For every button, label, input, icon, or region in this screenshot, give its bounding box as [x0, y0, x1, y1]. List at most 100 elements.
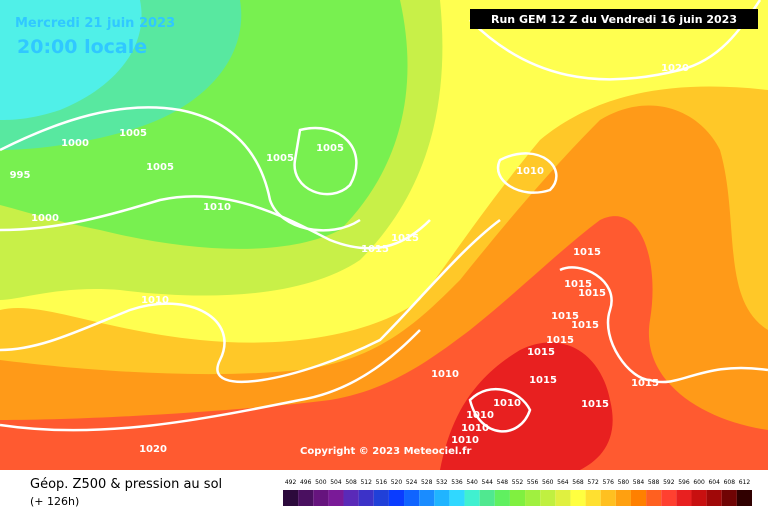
- legend-swatch: [540, 490, 556, 506]
- isobar: [496, 152, 558, 194]
- legend-swatch: [509, 490, 526, 506]
- isobar-label: 1015: [571, 320, 599, 331]
- legend-swatch: [328, 490, 344, 506]
- footer-lead: (+ 126h): [30, 495, 79, 508]
- legend-swatch: [615, 490, 631, 506]
- legend-swatch: [706, 490, 722, 506]
- legend-label: 592: [663, 479, 675, 486]
- isobar-label: 1015: [564, 279, 592, 290]
- isobar-label: 1005: [119, 128, 147, 139]
- legend-label: 572: [587, 479, 599, 486]
- legend-swatch: [525, 490, 541, 506]
- isobar-label: 1015: [527, 347, 555, 358]
- legend-swatch: [691, 490, 707, 506]
- isobar-label: 1015: [551, 311, 579, 322]
- isobar-label: 1015: [573, 247, 601, 258]
- copyright: Copyright © 2023 Meteociel.fr: [300, 446, 471, 457]
- legend-swatch: [570, 490, 586, 506]
- legend-swatch: [343, 490, 359, 506]
- legend-label: 536: [451, 479, 463, 486]
- legend-label: 504: [330, 479, 342, 486]
- legend-swatch: [630, 490, 647, 506]
- isobar-label: 1010: [493, 398, 521, 409]
- legend-label: 544: [482, 479, 494, 486]
- isobar-label: 1015: [529, 375, 557, 386]
- legend-label: 528: [421, 479, 433, 486]
- isobar-label: 1010: [461, 423, 489, 434]
- legend-label: 508: [345, 479, 357, 486]
- isobar: [468, 387, 532, 433]
- footer-title: Géop. Z500 & pression au sol: [30, 477, 222, 492]
- isobar-label: 1000: [31, 213, 59, 224]
- legend-label: 588: [648, 479, 660, 486]
- legend-label: 516: [376, 479, 388, 486]
- isobar-label: 1015: [361, 244, 389, 255]
- isobar: [293, 126, 358, 196]
- legend-label: 524: [406, 479, 418, 486]
- isobar-label: 995: [10, 170, 31, 181]
- legend-label: 496: [300, 479, 312, 486]
- legend-label: 512: [360, 479, 372, 486]
- isobar-label: 1005: [146, 162, 174, 173]
- legend-label: 552: [512, 479, 524, 486]
- isobar-label: 1010: [516, 166, 544, 177]
- legend-swatch: [283, 490, 299, 506]
- legend-label: 532: [436, 479, 448, 486]
- isobar-label: 1010: [466, 410, 494, 421]
- legend-label: 576: [603, 479, 615, 486]
- legend-swatch: [434, 490, 450, 506]
- legend-swatch: [388, 490, 405, 506]
- isobar-label: 1010: [431, 369, 459, 380]
- legend-swatch: [600, 490, 616, 506]
- isobar-label: 1000: [61, 138, 89, 149]
- legend-label: 584: [633, 479, 645, 486]
- legend-swatch: [585, 490, 601, 506]
- isobar-label: 1005: [266, 153, 294, 164]
- isobar-labels: 1005100010051005100599510001010101010151…: [10, 63, 689, 455]
- isobar-label: 1015: [631, 378, 659, 389]
- isobar: [559, 266, 768, 384]
- isobar-label: 1015: [391, 233, 419, 244]
- legend-label: 500: [315, 479, 327, 486]
- isobar-label: 1010: [451, 435, 479, 446]
- legend-label: 520: [391, 479, 403, 486]
- isobar-label: 1010: [141, 295, 169, 306]
- isobar-label: 1015: [581, 399, 609, 410]
- legend-swatch: [646, 490, 662, 506]
- legend-label: 596: [678, 479, 690, 486]
- legend-swatch: [479, 490, 495, 506]
- legend-label: 564: [557, 479, 569, 486]
- isobar-label: 1020: [661, 63, 689, 74]
- field-zone: [0, 0, 142, 120]
- isobar-label: 1005: [316, 143, 344, 154]
- legend-swatch: [464, 490, 480, 506]
- legend-label: 556: [527, 479, 539, 486]
- run-label: Run GEM 12 Z du Vendredi 16 juin 2023: [491, 13, 737, 26]
- legend-label: 560: [542, 479, 554, 486]
- legend-label: 600: [693, 479, 705, 486]
- legend-label: 540: [466, 479, 478, 486]
- legend-label: 608: [724, 479, 736, 486]
- isobar: [0, 106, 361, 232]
- legend-swatch: [661, 490, 677, 506]
- legend-swatch: [494, 490, 510, 506]
- legend-swatch: [404, 490, 420, 506]
- legend: 492 496 500 504 508 512 516 520 524 528 532 536 540 5…: [283, 479, 752, 506]
- legend-swatch: [555, 490, 571, 506]
- legend-swatch: [373, 490, 389, 506]
- legend-label: 604: [708, 479, 720, 486]
- legend-swatch: [298, 490, 314, 506]
- legend-label: 548: [497, 479, 509, 486]
- legend-label: 612: [739, 479, 751, 486]
- legend-label: 580: [618, 479, 630, 486]
- isobar-label: 1020: [139, 444, 167, 455]
- valid-time: 20:00 locale: [17, 36, 147, 58]
- isobars: [0, 0, 768, 433]
- isobar: [0, 219, 501, 384]
- legend-swatch: [419, 490, 435, 506]
- legend-swatch: [736, 490, 752, 506]
- legend-swatch: [313, 490, 329, 506]
- legend-swatch: [358, 490, 374, 506]
